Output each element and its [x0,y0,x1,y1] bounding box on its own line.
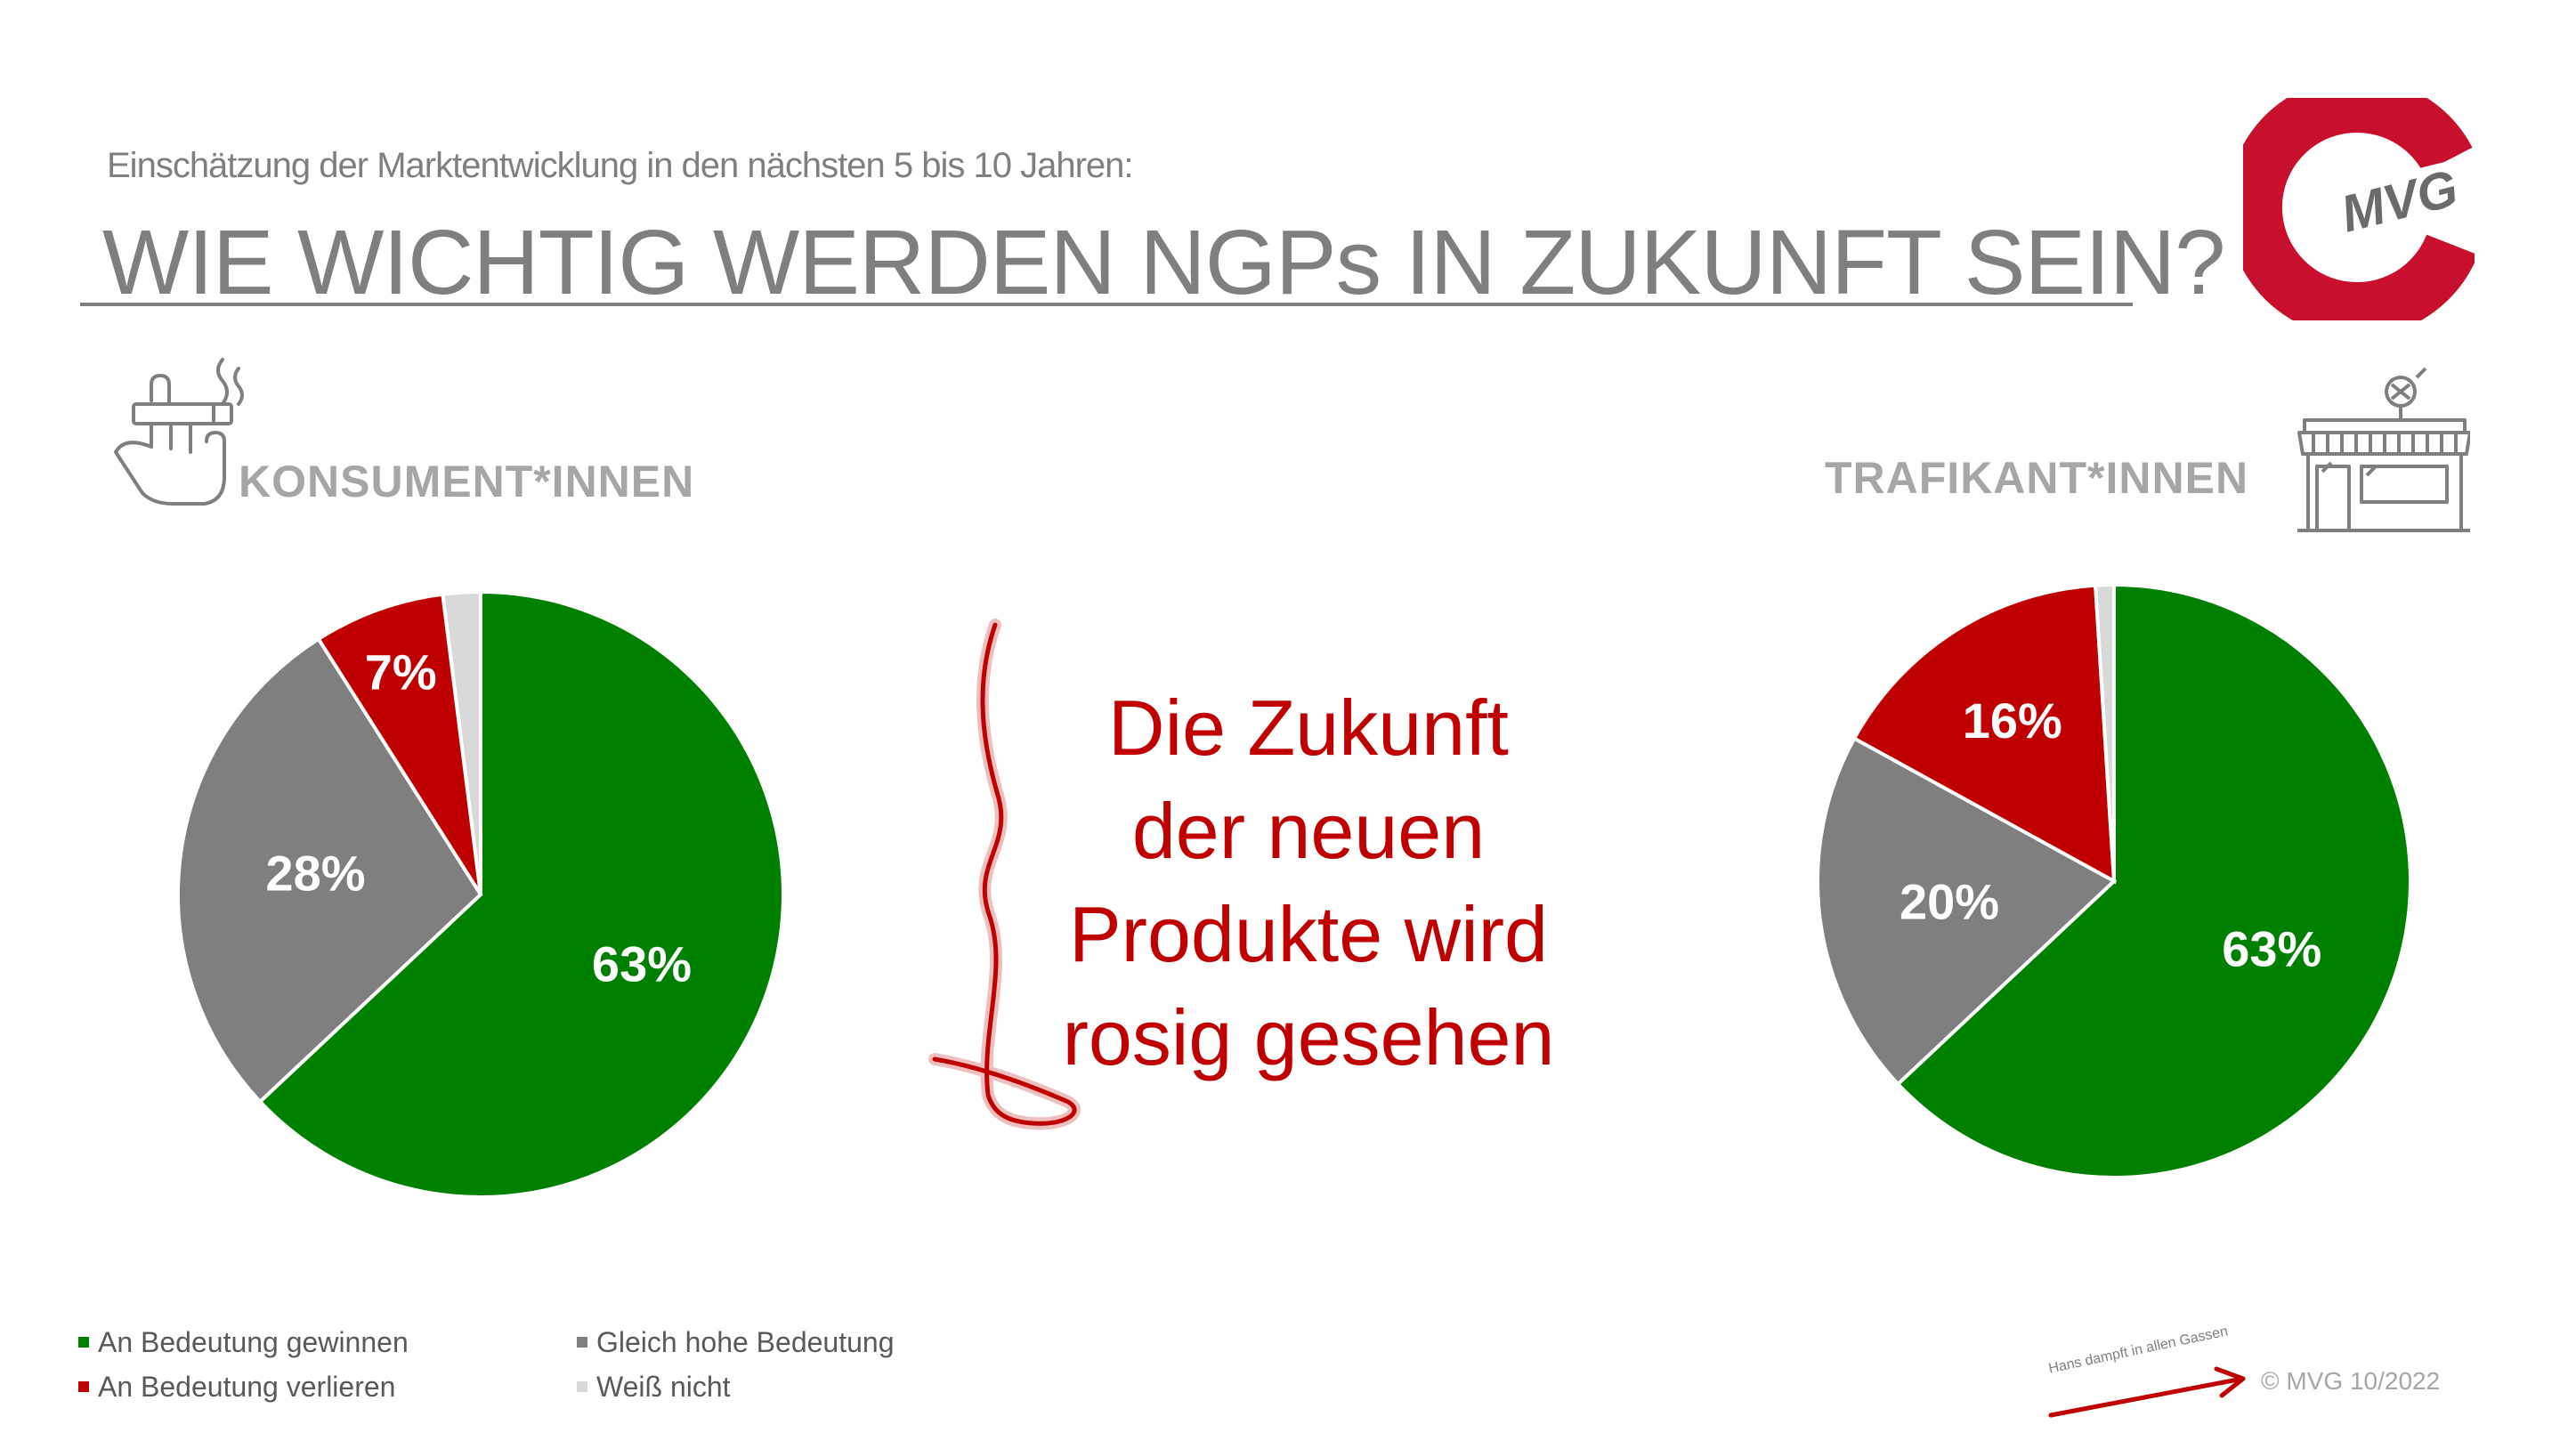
callout-text: Die Zukunft der neuen Produkte wird rosi… [1006,676,1611,1089]
mvg-logo-banner [2319,156,2475,247]
curly-brace-decoration [928,619,1081,1130]
arrow-icon [2048,1366,2246,1418]
legend-swatch [577,1380,587,1392]
callout-line: rosig gesehen [1062,993,1555,1081]
legend-item-same: Gleich hohe Bedeutung [577,1326,894,1359]
pie-chart-retailers: 63% 20% 16% [1816,583,2412,1179]
pie-chart-consumers: 63% 28% 7% [176,589,785,1199]
callout-line: der neuen [1131,787,1486,875]
title-underline [80,303,2133,306]
pie-slice-gain [1895,583,2412,1179]
pie-slice-lose [1851,583,2117,885]
pie-slice-unknown [441,589,482,895]
legend-label: An Bedeutung verlieren [98,1371,396,1403]
pie-slice-unknown [2093,583,2116,882]
hand-cigarette-icon [114,358,244,506]
pie-data-label: 16% [1963,692,2062,749]
legend-swatch [577,1336,587,1348]
consumer-label: KONSUMENT*INNEN [239,457,695,506]
mvg-logo-ring [2243,98,2475,320]
slide-title: WIE WICHTIG WERDEN NGPs IN ZUKUNFT SEIN? [102,211,2225,313]
legend-swatch [78,1380,89,1392]
pie-data-label: 63% [2222,921,2321,977]
pie-slice-lose [316,592,482,896]
callout-line: Produkte wird [1068,890,1548,978]
legend-label: Weiß nicht [596,1371,731,1403]
legend-label: Gleich hohe Bedeutung [596,1326,895,1358]
pie-data-label: 63% [592,935,692,992]
mvg-logo-text: MVG [2336,159,2464,244]
kiosk-shop-icon [2297,367,2470,532]
legend-item-unknown: Weiß nicht [577,1371,731,1404]
legend-swatch [78,1336,89,1348]
legend-label: An Bedeutung gewinnen [98,1326,409,1358]
pie-data-label: 7% [365,644,437,700]
pie-data-label: 20% [1900,873,1999,929]
legend-item-gain: An Bedeutung gewinnen [78,1326,409,1359]
pie-slice-same [176,636,483,1105]
pie-slice-same [1816,735,2118,1087]
slide-subtitle: Einschätzung der Marktentwicklung in den… [107,146,1133,185]
pie-slice-gain [257,589,785,1199]
pie-data-label: 28% [265,846,365,902]
mvg-logo: MVG [2243,98,2475,320]
legend-item-lose: An Bedeutung verlieren [78,1371,395,1404]
copyright-text: © MVG 10/2022 [2261,1367,2441,1395]
callout-line: Die Zukunft [1108,684,1509,772]
retailer-label: TRAFIKANT*INNEN [1825,453,2249,503]
